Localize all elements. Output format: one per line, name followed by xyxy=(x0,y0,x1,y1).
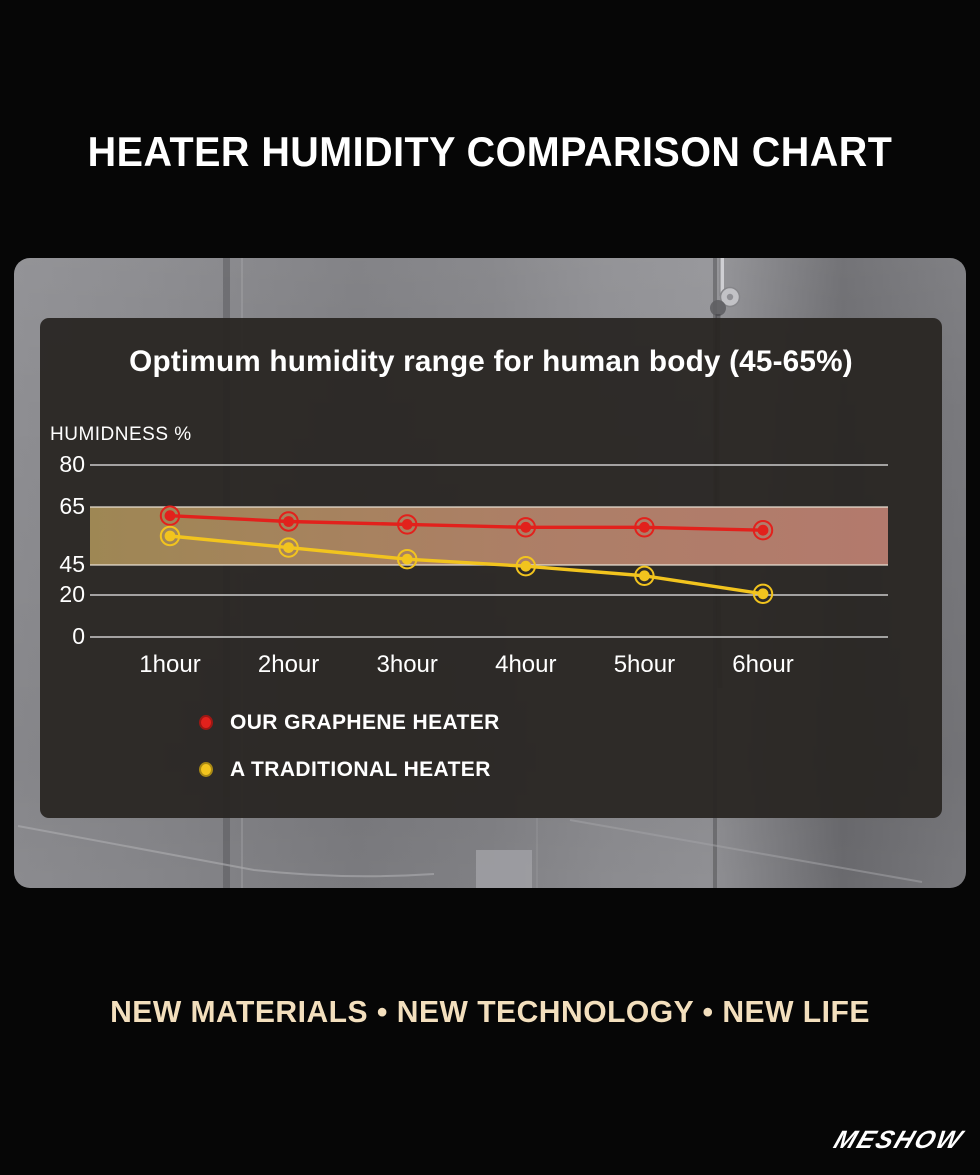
optimal-humidity-band xyxy=(90,507,888,565)
marker-ring xyxy=(397,549,418,570)
x-tick-label: 4hour xyxy=(495,651,556,678)
marker-dot xyxy=(757,524,769,536)
marker-dot xyxy=(757,588,769,600)
marker-dot xyxy=(401,519,413,530)
marker-ring xyxy=(634,565,655,586)
marker-dot xyxy=(520,560,532,572)
marker-dot xyxy=(639,521,650,533)
marker-ring xyxy=(515,517,536,538)
shower-pipe xyxy=(719,258,724,296)
series-line-0 xyxy=(169,514,764,532)
x-tick-label: 5hour xyxy=(614,651,675,678)
x-tick-label: 3hour xyxy=(377,651,438,678)
y-tick-label: 0 xyxy=(72,623,85,649)
marker-dot xyxy=(401,553,413,565)
marker-ring xyxy=(752,583,774,604)
legend-item: A TRADITIONAL HEATER xyxy=(199,756,500,783)
x-tick-label: 2hour xyxy=(258,651,319,678)
legend-label: OUR GRAPHENE HEATER xyxy=(230,710,500,734)
legend-item: OUR GRAPHENE HEATER xyxy=(199,709,500,736)
tray-edge-left xyxy=(17,825,435,878)
legend-dot-icon xyxy=(199,762,213,777)
chart-panel: Optimum humidity range for human body (4… xyxy=(40,318,942,818)
tray-edge-right xyxy=(569,819,923,883)
marker-dot xyxy=(164,510,176,522)
footer-tagline: NEW MATERIALS • NEW TECHNOLOGY • NEW LIF… xyxy=(110,994,870,1029)
humidity-line-chart: 80 65 45 20 0 HUMIDNESS % 1hour 2hour 3hour 4hour… xyxy=(50,424,888,678)
marker-dot xyxy=(283,516,294,527)
chart-title: Optimum humidity range for human body (4… xyxy=(129,345,853,378)
legend-label: A TRADITIONAL HEATER xyxy=(230,757,491,781)
marker-ring xyxy=(159,505,181,526)
marker-ring xyxy=(634,517,655,538)
marker-ring xyxy=(278,537,299,558)
marker-dot xyxy=(283,542,294,553)
page-title: HEATER HUMIDITY COMPARISON CHART xyxy=(87,128,893,175)
marker-dot xyxy=(639,570,650,582)
shower-pipe-shadow xyxy=(719,258,721,296)
legend-dot-icon xyxy=(199,715,213,730)
photo-panel: Optimum humidity range for human body (4… xyxy=(14,258,966,888)
marker-dot xyxy=(164,530,176,542)
marker-ring xyxy=(159,525,181,547)
marker-ring xyxy=(278,511,299,532)
series-line-1 xyxy=(169,534,764,596)
chart-legend: OUR GRAPHENE HEATER A TRADITIONAL HEATER xyxy=(199,709,500,803)
brand-logo: MESHOW xyxy=(829,1126,968,1154)
marker-ring xyxy=(752,520,774,541)
y-tick-label: 45 xyxy=(59,551,85,577)
y-axis-title: HUMIDNESS % xyxy=(50,424,192,445)
tub-corner xyxy=(476,850,532,888)
marker-dot xyxy=(520,521,532,533)
shower-bracket-hub xyxy=(726,293,734,301)
x-tick-label: 1hour xyxy=(139,651,200,678)
shower-hose-knob xyxy=(710,300,726,316)
marker-ring xyxy=(515,556,536,577)
marker-ring xyxy=(397,514,418,535)
y-tick-label: 80 xyxy=(59,451,85,477)
y-tick-label: 65 xyxy=(59,493,85,519)
y-tick-label: 20 xyxy=(59,581,85,607)
x-tick-label: 6hour xyxy=(732,651,793,678)
